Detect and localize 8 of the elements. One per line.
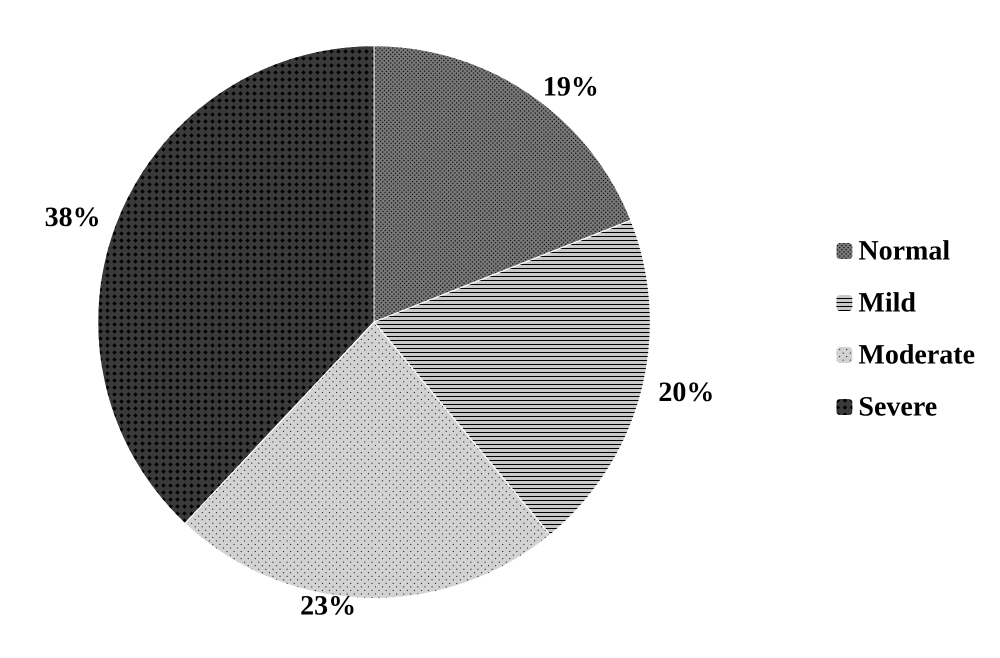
legend-label: Mild [858,288,916,318]
legend-label: Normal [858,236,950,266]
data-label: 19% [542,71,599,102]
data-label: 20% [658,377,714,408]
legend-label: Moderate [858,340,975,370]
legend-label: Severe [858,392,938,422]
data-label: 38% [44,202,101,233]
data-label: 23% [300,590,356,622]
